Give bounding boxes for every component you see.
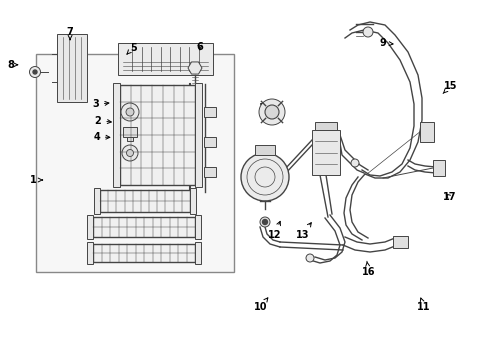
Circle shape	[363, 27, 373, 37]
Bar	[94, 188, 100, 214]
Bar	[195, 242, 201, 264]
Circle shape	[121, 103, 139, 121]
Text: 12: 12	[268, 221, 281, 240]
Text: 16: 16	[362, 261, 375, 277]
Text: 7: 7	[67, 27, 74, 40]
Text: 14: 14	[259, 103, 273, 119]
Bar	[118, 43, 213, 75]
Bar	[123, 127, 137, 137]
Bar	[127, 137, 133, 141]
Circle shape	[29, 67, 41, 77]
Text: 5: 5	[127, 42, 137, 54]
Circle shape	[33, 70, 37, 74]
Bar	[120, 85, 195, 185]
Bar	[190, 188, 196, 214]
Circle shape	[351, 159, 359, 167]
Bar	[93, 244, 195, 262]
Circle shape	[241, 153, 289, 201]
Circle shape	[126, 149, 133, 157]
Bar	[204, 107, 216, 117]
Text: 2: 2	[95, 116, 111, 126]
Bar	[393, 236, 408, 248]
Text: 4: 4	[93, 132, 110, 142]
Bar	[312, 130, 340, 175]
Circle shape	[122, 145, 138, 161]
Text: 10: 10	[254, 298, 268, 312]
Circle shape	[263, 220, 268, 225]
Circle shape	[126, 108, 134, 116]
Circle shape	[259, 99, 285, 125]
Circle shape	[306, 254, 314, 262]
Bar	[255, 145, 275, 155]
Polygon shape	[188, 62, 202, 74]
Bar	[36, 54, 234, 272]
Bar	[100, 190, 190, 212]
Bar	[433, 160, 445, 176]
Bar	[87, 215, 93, 239]
Text: 15: 15	[443, 81, 458, 94]
Bar	[93, 217, 195, 237]
Bar	[195, 215, 201, 239]
Bar	[420, 122, 434, 142]
Text: 3: 3	[92, 99, 109, 109]
Text: 6: 6	[196, 42, 203, 52]
Bar	[113, 83, 120, 187]
Text: 11: 11	[417, 298, 431, 312]
Text: 9: 9	[380, 38, 393, 48]
Bar	[204, 137, 216, 147]
Text: 8: 8	[7, 60, 18, 70]
Bar	[87, 242, 93, 264]
Text: 17: 17	[443, 192, 457, 202]
Text: 13: 13	[295, 223, 311, 240]
Text: 1: 1	[30, 175, 43, 185]
Circle shape	[265, 105, 279, 119]
Bar	[204, 167, 216, 177]
Circle shape	[260, 217, 270, 227]
Bar	[57, 34, 87, 102]
Bar	[195, 83, 202, 187]
Bar	[315, 122, 337, 130]
